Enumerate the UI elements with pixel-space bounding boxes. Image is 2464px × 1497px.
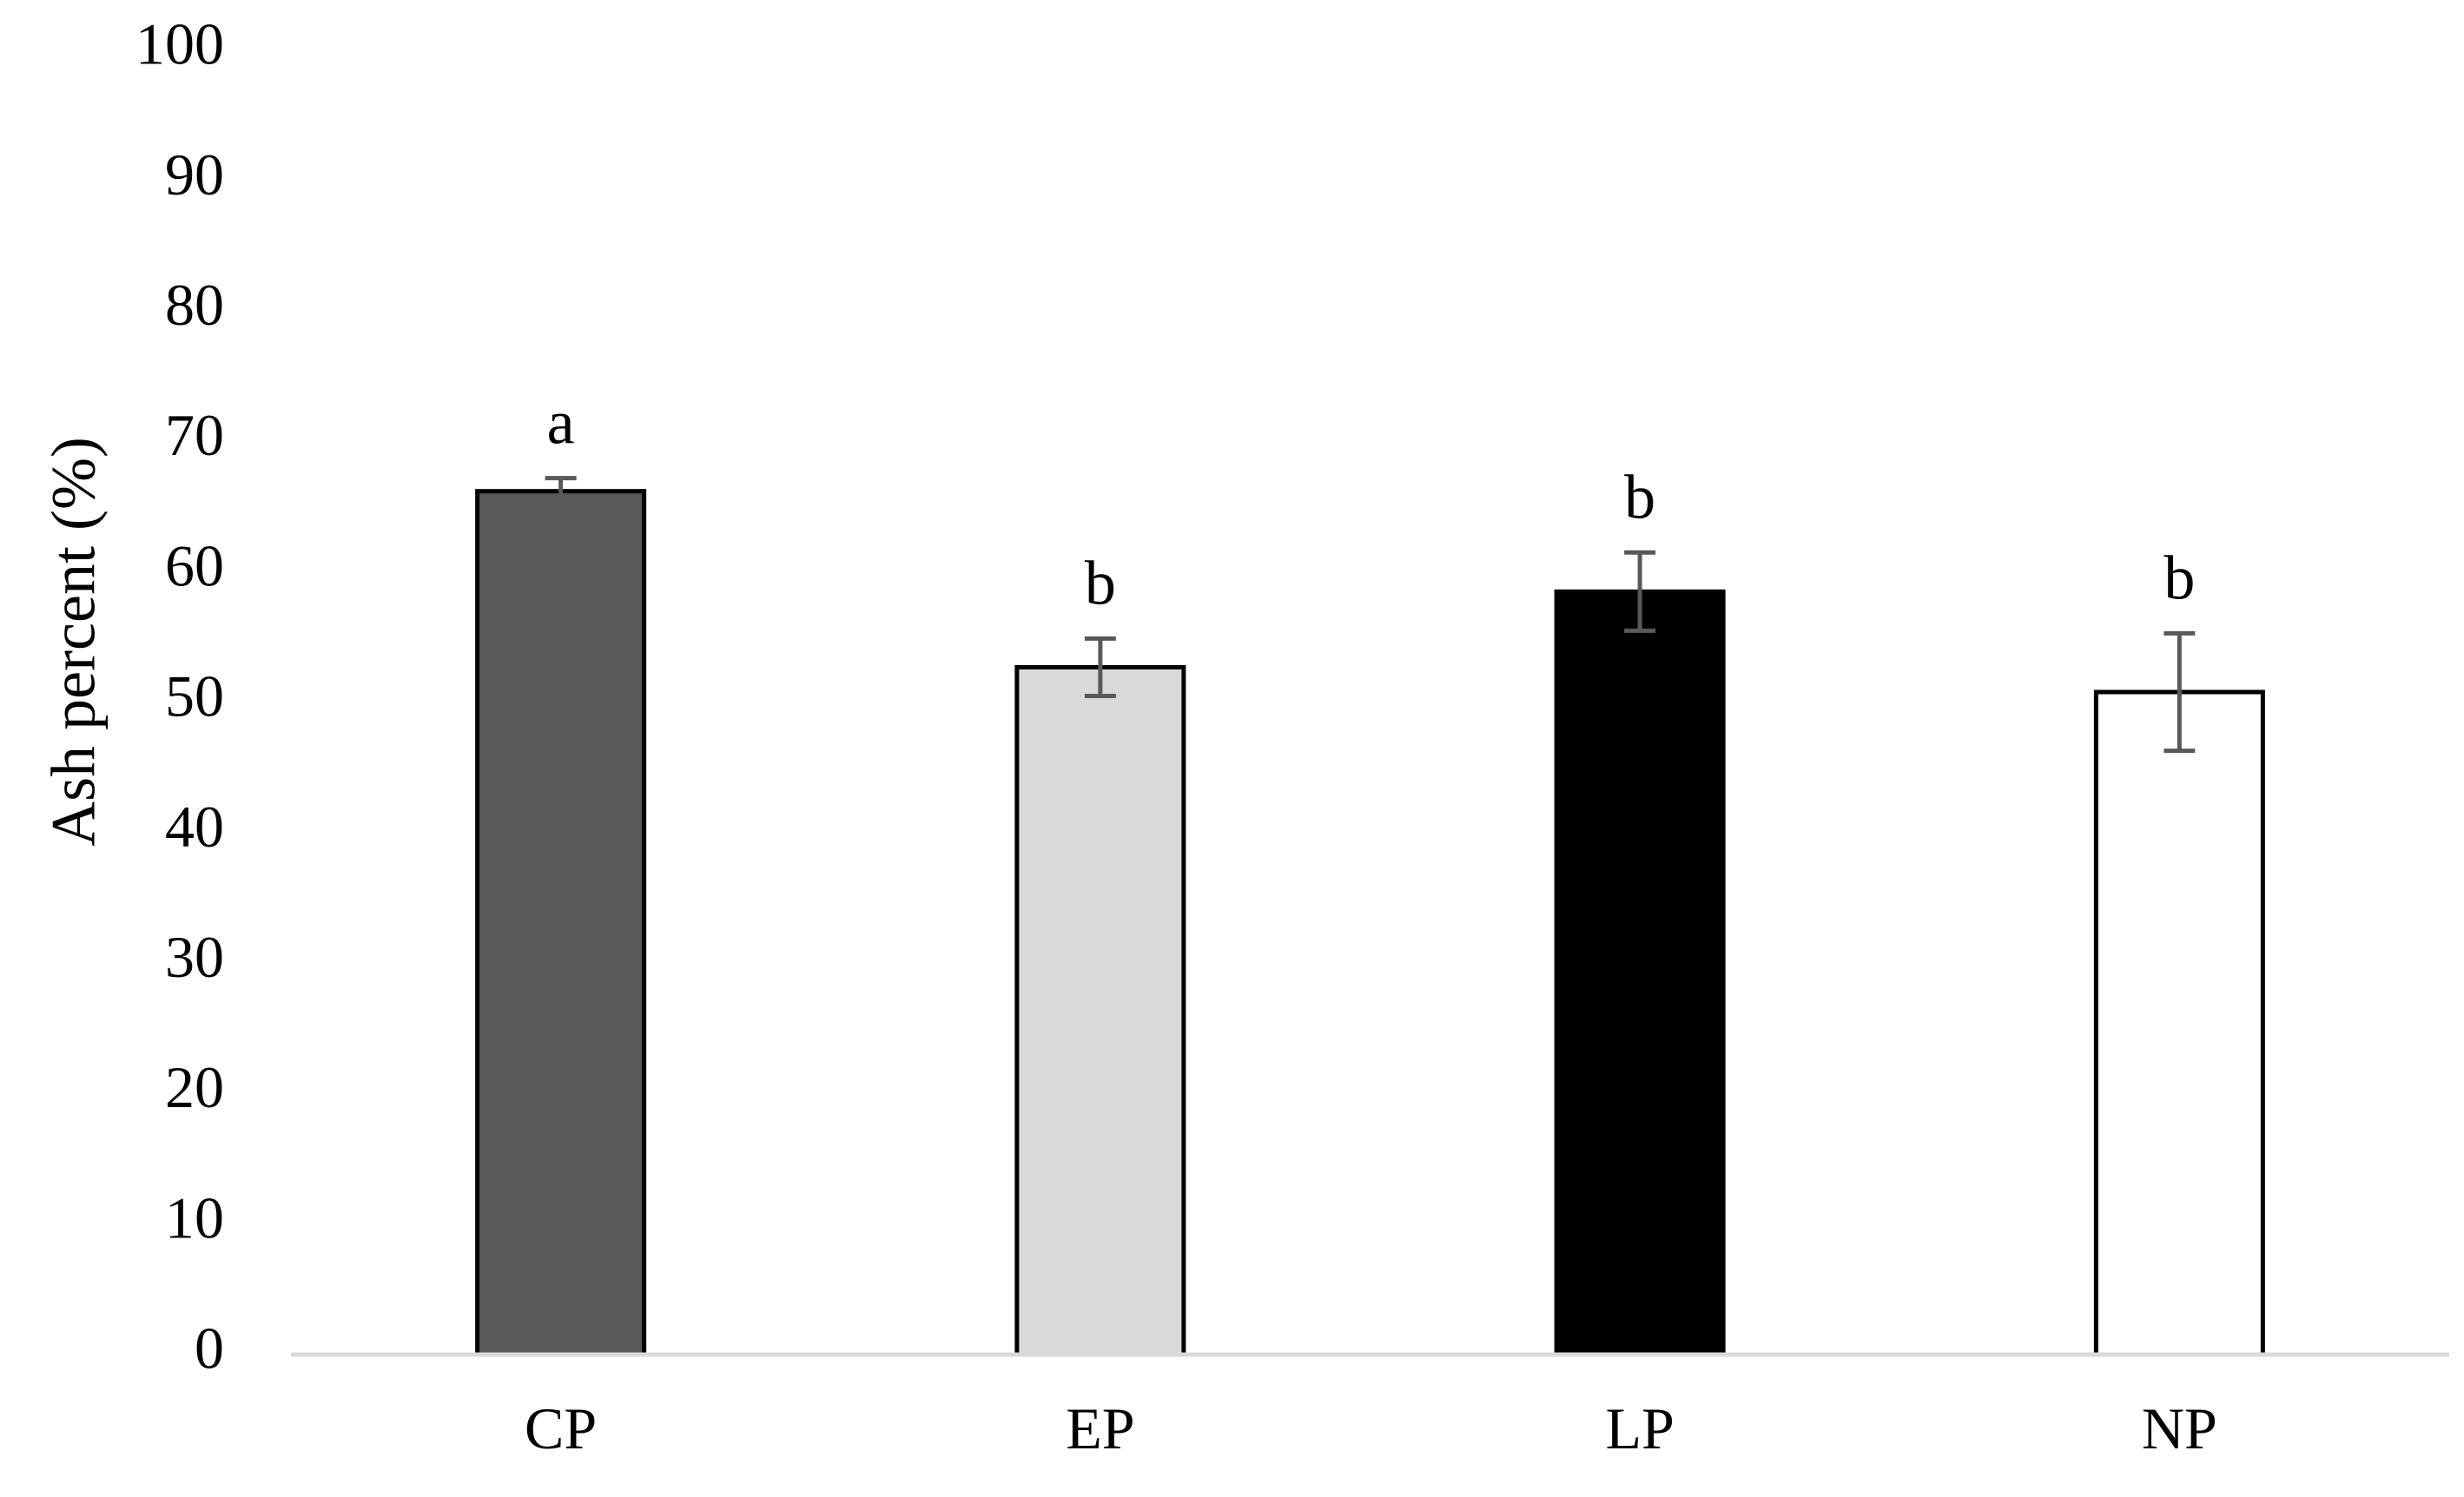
y-tick-label: 60 <box>165 532 224 598</box>
y-tick-label: 70 <box>165 402 224 468</box>
significance-label: b <box>1624 462 1655 531</box>
error-bars-group <box>545 476 2196 754</box>
y-tick-label: 50 <box>165 663 224 729</box>
bar-lp <box>1554 589 1726 1357</box>
x-tick-label: CP <box>525 1395 597 1461</box>
y-tick-label: 20 <box>165 1054 224 1120</box>
y-tick-label: 90 <box>165 142 224 208</box>
y-tick-label: 10 <box>165 1184 224 1250</box>
error-bar-np <box>2163 630 2196 754</box>
x-tick-label: EP <box>1066 1395 1134 1461</box>
significance-labels-group: a b b b <box>547 388 2196 618</box>
y-axis-ticks: 0 10 20 30 40 50 60 70 80 90 100 <box>135 11 224 1382</box>
bars-group <box>475 489 2265 1357</box>
y-tick-label: 100 <box>135 11 224 77</box>
significance-label: b <box>2163 543 2195 612</box>
bar-np <box>2093 689 2265 1357</box>
significance-label: a <box>547 388 575 458</box>
y-tick-label: 30 <box>165 924 224 990</box>
error-bar-ep <box>1084 636 1116 698</box>
bar-cp <box>475 489 647 1357</box>
y-tick-label: 0 <box>195 1316 224 1382</box>
x-tick-label: LP <box>1605 1395 1674 1461</box>
y-axis-title: Ash percent (%) <box>39 437 109 847</box>
error-bar-lp <box>1624 550 1656 633</box>
x-tick-label: NP <box>2142 1395 2217 1461</box>
error-bar-cp <box>545 476 577 507</box>
y-tick-label: 80 <box>165 272 224 338</box>
significance-label: b <box>1085 548 1116 617</box>
x-axis-ticks: CP EP LP NP <box>525 1395 2217 1461</box>
y-tick-label: 40 <box>165 794 224 860</box>
bar-ep <box>1014 664 1186 1357</box>
